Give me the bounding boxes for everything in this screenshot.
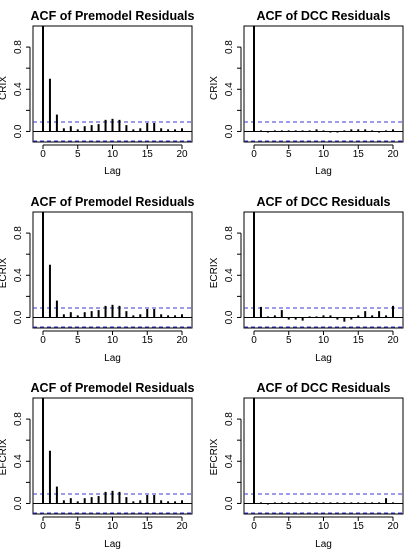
x-tick-label: 20 xyxy=(176,149,188,160)
y-axis-label: CRIX xyxy=(209,76,220,100)
chart-title: ACF of Premodel Residuals xyxy=(31,9,195,23)
y-tick-label: 0.8 xyxy=(13,226,24,240)
y-tick-label: 0.4 xyxy=(13,82,24,96)
chart-title: ACF of DCC Residuals xyxy=(256,381,390,395)
x-axis-label: Lag xyxy=(104,166,121,177)
acf-panel-5: ACF of Premodel Residuals 0 5 10 15 20 0.0 0.4 0… xyxy=(0,381,195,550)
acf-panel-6: ACF of DCC Residuals 0 5 10 15 20 0.0 0.4 0.8 Lag… xyxy=(209,381,404,550)
y-tick-label: 0.0 xyxy=(224,310,235,324)
y-tick-label: 0.8 xyxy=(224,40,235,54)
x-tick-label: 10 xyxy=(318,521,330,532)
acf-panel-2: ACF of DCC Residuals 0 5 10 15 20 0.0 0.4 0.8 Lag… xyxy=(209,9,404,177)
x-tick-label: 5 xyxy=(75,149,81,160)
y-tick-label: 0.4 xyxy=(13,268,24,282)
x-axis-label: Lag xyxy=(315,353,332,364)
x-tick-label: 20 xyxy=(387,521,399,532)
x-tick-label: 15 xyxy=(142,149,154,160)
y-tick-label: 0.0 xyxy=(13,310,24,324)
y-tick-label: 0.0 xyxy=(13,124,24,138)
x-tick-label: 5 xyxy=(75,335,81,346)
y-axis-label: EFCRIX xyxy=(209,438,220,475)
plot-frame xyxy=(32,25,193,143)
y-tick-label: 0.0 xyxy=(13,496,24,510)
x-axis-label: Lag xyxy=(104,353,121,364)
x-tick-label: 5 xyxy=(286,335,292,346)
plot-frame xyxy=(243,25,404,143)
y-tick-label: 0.8 xyxy=(224,412,235,426)
y-tick-label: 0.8 xyxy=(224,226,235,240)
x-tick-label: 5 xyxy=(286,149,292,160)
y-tick-label: 0.4 xyxy=(224,454,235,468)
chart-title: ACF of DCC Residuals xyxy=(256,195,390,209)
x-tick-label: 15 xyxy=(353,521,365,532)
y-tick-label: 0.8 xyxy=(13,40,24,54)
x-tick-label: 20 xyxy=(387,335,399,346)
x-axis-label: Lag xyxy=(315,166,332,177)
y-axis-label: ECRIX xyxy=(209,257,220,288)
x-tick-label: 20 xyxy=(176,521,188,532)
acf-panel-1: ACF of Premodel Residuals 0 5 10 15 20 0.0 0.4 0… xyxy=(0,9,195,177)
x-tick-label: 0 xyxy=(40,335,46,346)
x-tick-label: 20 xyxy=(176,335,188,346)
x-tick-label: 0 xyxy=(40,521,46,532)
x-tick-label: 5 xyxy=(286,521,292,532)
x-tick-label: 15 xyxy=(353,335,365,346)
x-tick-label: 10 xyxy=(107,521,119,532)
chart-title: ACF of DCC Residuals xyxy=(256,9,390,23)
y-tick-label: 0.4 xyxy=(224,82,235,96)
chart-title: ACF of Premodel Residuals xyxy=(31,195,195,209)
plot-frame xyxy=(243,211,404,329)
x-tick-label: 0 xyxy=(251,335,257,346)
x-tick-label: 10 xyxy=(318,335,330,346)
y-tick-label: 0.4 xyxy=(224,268,235,282)
plot-frame xyxy=(32,397,193,515)
x-tick-label: 0 xyxy=(40,149,46,160)
x-tick-label: 5 xyxy=(75,521,81,532)
y-tick-label: 0.0 xyxy=(224,496,235,510)
x-axis-label: Lag xyxy=(104,539,121,550)
y-tick-label: 0.4 xyxy=(13,454,24,468)
x-tick-label: 20 xyxy=(387,149,399,160)
chart-title: ACF of Premodel Residuals xyxy=(31,381,195,395)
x-tick-label: 15 xyxy=(353,149,365,160)
x-tick-label: 10 xyxy=(318,149,330,160)
acf-panel-4: ACF of DCC Residuals 0 5 10 15 20 0.0 0.4 0.8 Lag… xyxy=(209,195,404,364)
acf-panel-3: ACF of Premodel Residuals 0 5 10 15 20 0.0 0.4 0… xyxy=(0,195,195,364)
x-tick-label: 15 xyxy=(142,335,154,346)
y-axis-label: EFCRIX xyxy=(0,438,9,475)
y-axis-label: CRIX xyxy=(0,76,9,100)
y-tick-label: 0.0 xyxy=(224,124,235,138)
x-tick-label: 0 xyxy=(251,149,257,160)
plot-frame xyxy=(243,397,404,515)
y-tick-label: 0.8 xyxy=(13,412,24,426)
plot-frame xyxy=(32,211,193,329)
y-axis-label: ECRIX xyxy=(0,257,9,288)
x-axis-label: Lag xyxy=(315,539,332,550)
x-tick-label: 10 xyxy=(107,335,119,346)
x-tick-label: 15 xyxy=(142,521,154,532)
x-tick-label: 0 xyxy=(251,521,257,532)
x-tick-label: 10 xyxy=(107,149,119,160)
